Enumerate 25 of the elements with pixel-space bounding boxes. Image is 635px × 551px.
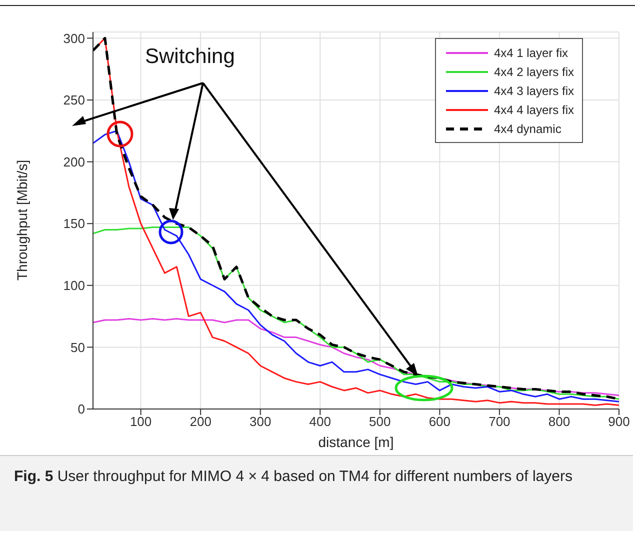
y-tick-label: 0 (78, 402, 85, 417)
y-tick-label: 150 (63, 216, 85, 232)
legend-label: 4x4 dynamic (494, 122, 562, 136)
x-tick-label: 600 (428, 414, 451, 430)
y-axis-title: Throughput [Mbit/s] (14, 160, 30, 280)
legend-label: 4x4 3 layers fix (494, 84, 574, 98)
y-tick-label: 250 (63, 92, 85, 108)
x-tick-label: 500 (369, 414, 391, 430)
y-tick-label: 50 (70, 340, 85, 355)
y-tick-label: 200 (63, 154, 85, 170)
legend-label: 4x4 4 layers fix (494, 102, 574, 116)
x-tick-label: 700 (488, 414, 510, 430)
x-tick-label: 100 (130, 414, 152, 430)
x-tick-label: 400 (309, 414, 331, 430)
x-tick-label: 800 (548, 414, 570, 430)
y-tick-label: 100 (63, 278, 85, 294)
caption: Fig. 5 User throughput for MIMO 4 × 4 based on TM4 for different numbers of layers (13, 467, 574, 487)
legend-label: 4x4 1 layer fix (494, 46, 568, 60)
annotation: Switching (145, 45, 235, 68)
y-tick-label: 300 (63, 30, 85, 46)
x-tick-label: 300 (250, 414, 272, 430)
x-axis-title: distance [m] (318, 434, 394, 450)
legend-label: 4x4 2 layers fix (494, 64, 574, 78)
x-tick-label: 900 (608, 414, 630, 430)
x-tick-label: 200 (190, 414, 212, 430)
